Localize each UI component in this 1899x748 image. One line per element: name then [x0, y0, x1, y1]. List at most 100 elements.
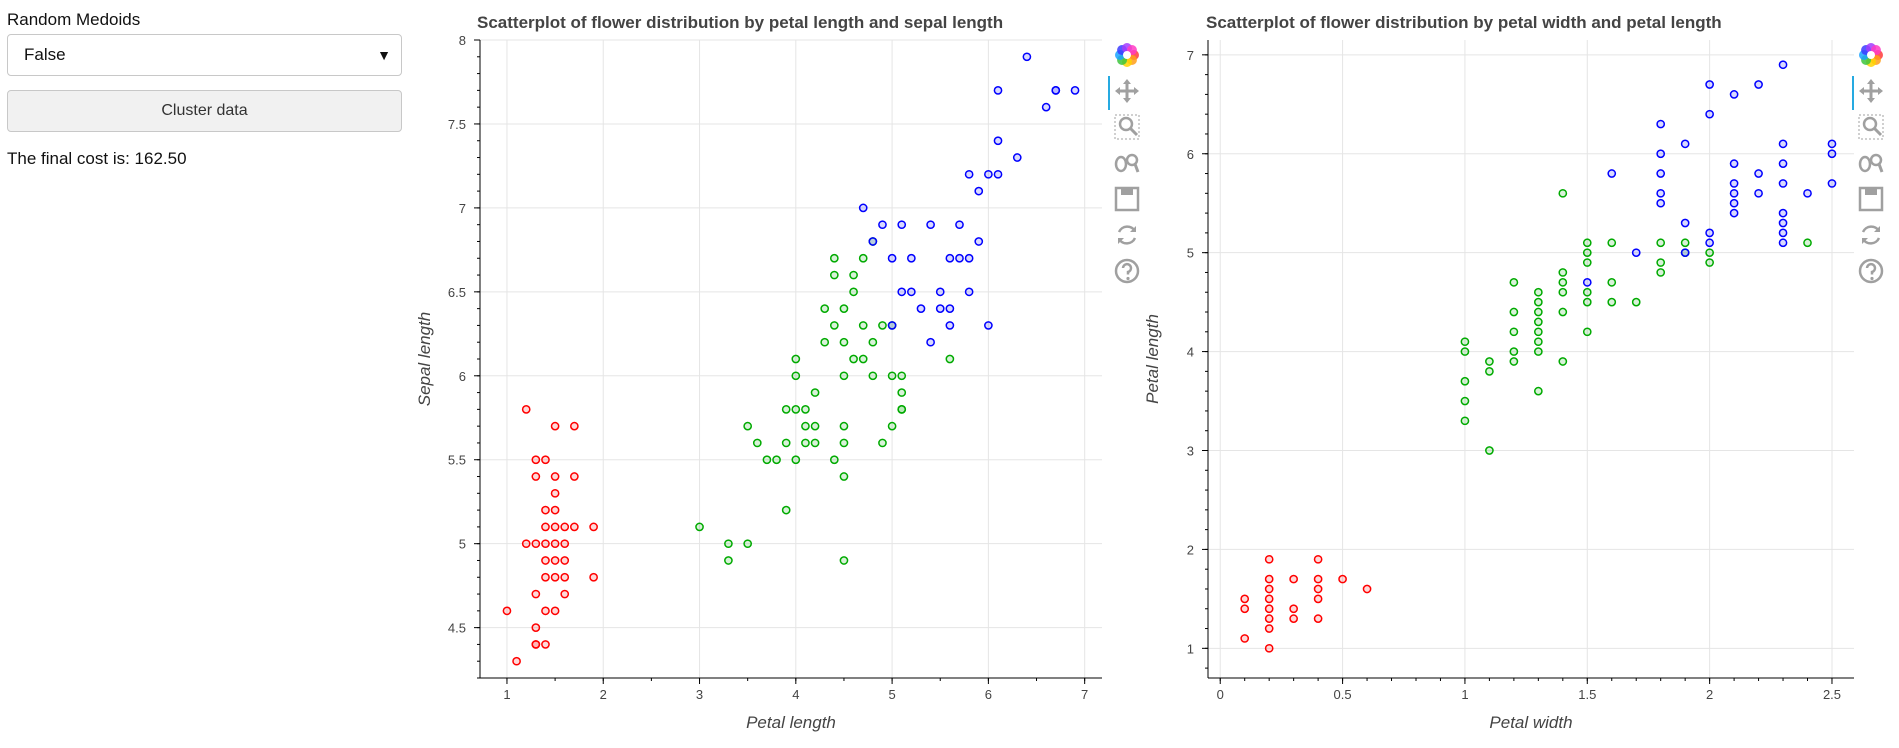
- data-point: [791, 405, 801, 414]
- data-point: [1240, 594, 1250, 604]
- data-point: [1582, 238, 1592, 248]
- data-point: [897, 287, 907, 297]
- save-icon[interactable]: [1112, 184, 1142, 214]
- data-point: [550, 572, 560, 582]
- data-point: [1509, 307, 1519, 317]
- pan-icon[interactable]: [1856, 76, 1886, 106]
- data-point: [570, 522, 579, 532]
- data-point: [878, 220, 887, 230]
- y-tick-label: 3: [1187, 443, 1194, 458]
- box-zoom-icon[interactable]: [1856, 112, 1886, 142]
- width-length-scatterplot: Scatterplot of flower distribution by pe…: [1140, 0, 1860, 748]
- data-point: [897, 405, 907, 414]
- data-point: [1509, 327, 1519, 337]
- data-point: [531, 589, 541, 599]
- data-point: [1656, 238, 1666, 248]
- cluster-data-button[interactable]: Cluster data: [7, 90, 402, 132]
- data-point: [502, 606, 512, 616]
- data-point: [820, 337, 830, 347]
- data-point: [1022, 52, 1032, 62]
- select-value: False: [24, 45, 66, 64]
- data-point: [724, 539, 733, 549]
- box-zoom-icon[interactable]: [1112, 112, 1142, 142]
- data-point: [858, 203, 868, 213]
- data-point: [550, 421, 560, 431]
- data-point: [1313, 554, 1323, 564]
- x-tick-label: 2: [600, 687, 607, 702]
- help-icon[interactable]: [1856, 256, 1886, 286]
- chart-canvas: Scatterplot of flower distribution by pe…: [1143, 13, 1854, 732]
- data-point: [1680, 248, 1690, 258]
- data-point: [743, 421, 753, 431]
- data-point: [1754, 80, 1763, 89]
- data-point: [868, 371, 878, 381]
- final-cost-text: The final cost is: 162.50: [7, 149, 187, 168]
- data-point: [512, 656, 521, 666]
- data-point: [1631, 297, 1641, 307]
- y-tick-label: 7.5: [448, 117, 466, 132]
- data-point: [1582, 248, 1592, 258]
- wheel-zoom-icon[interactable]: [1112, 148, 1142, 178]
- data-point: [1680, 238, 1690, 248]
- cluster-1-points: [695, 237, 955, 565]
- data-point: [1485, 367, 1494, 376]
- data-point: [1729, 159, 1739, 168]
- reset-icon[interactable]: [1112, 220, 1142, 250]
- plot-toolbar: [1108, 36, 1152, 326]
- data-point: [541, 455, 550, 465]
- data-point: [1778, 179, 1788, 188]
- data-point: [1460, 396, 1470, 406]
- save-icon[interactable]: [1856, 184, 1886, 214]
- data-point: [1012, 153, 1022, 162]
- random-medoids-select[interactable]: False ▼: [7, 34, 402, 76]
- data-point: [550, 505, 560, 515]
- cluster-2-points: [1582, 60, 1837, 287]
- x-axis-label: Petal width: [1489, 713, 1572, 732]
- y-axis-label: Petal length: [1143, 314, 1162, 404]
- y-tick-label: 5.5: [448, 453, 466, 468]
- data-point: [1778, 228, 1788, 238]
- data-point: [1705, 109, 1714, 119]
- y-tick-label: 4.5: [448, 621, 466, 636]
- active-tool-indicator: [1852, 76, 1854, 110]
- data-point: [550, 539, 560, 549]
- data-point: [887, 253, 897, 263]
- wheel-zoom-icon[interactable]: [1856, 148, 1886, 178]
- data-point: [1778, 139, 1788, 149]
- data-point: [1778, 238, 1788, 248]
- data-point: [560, 589, 570, 599]
- data-point: [945, 354, 955, 364]
- data-point: [1533, 347, 1543, 356]
- x-tick-label: 2: [1706, 687, 1713, 702]
- reset-icon[interactable]: [1856, 220, 1886, 250]
- data-point: [1729, 90, 1739, 99]
- data-point: [1558, 277, 1568, 287]
- data-point: [695, 522, 704, 532]
- x-tick-label: 1: [503, 687, 510, 702]
- pan-icon[interactable]: [1112, 76, 1142, 106]
- data-point: [1705, 238, 1714, 248]
- data-point: [829, 253, 839, 263]
- data-point: [1509, 277, 1519, 287]
- data-point: [531, 640, 541, 649]
- y-tick-label: 5: [1187, 246, 1194, 261]
- data-point: [531, 455, 541, 465]
- data-point: [550, 472, 560, 481]
- data-point: [1827, 179, 1837, 188]
- data-point: [839, 472, 849, 481]
- data-point: [550, 488, 560, 498]
- data-point: [1778, 159, 1788, 168]
- cluster-1-points: [1460, 188, 1812, 455]
- data-point: [897, 388, 907, 397]
- data-point: [1607, 277, 1617, 287]
- help-icon[interactable]: [1112, 256, 1142, 286]
- data-point: [1264, 624, 1274, 633]
- data-point: [560, 572, 570, 582]
- data-point: [531, 539, 541, 549]
- x-tick-label: 6: [985, 687, 992, 702]
- y-tick-label: 6.5: [448, 285, 466, 300]
- data-point: [1705, 80, 1714, 89]
- data-point: [1533, 317, 1543, 327]
- data-point: [1558, 188, 1568, 198]
- data-point: [762, 455, 772, 465]
